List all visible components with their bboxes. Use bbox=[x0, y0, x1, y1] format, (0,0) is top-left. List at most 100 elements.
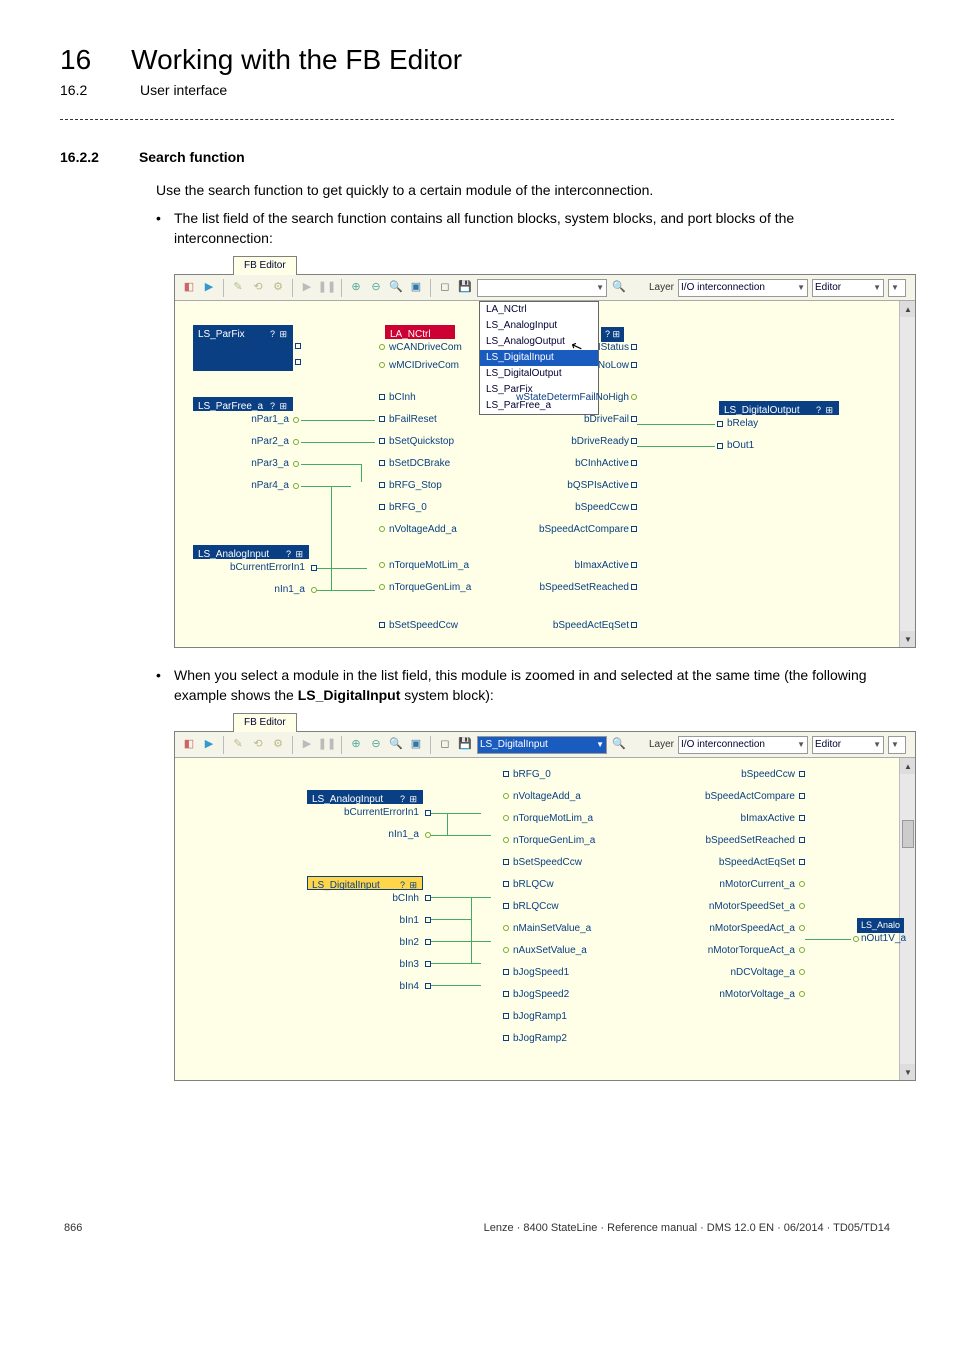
port-out[interactable] bbox=[631, 482, 637, 488]
port-out[interactable] bbox=[293, 417, 299, 423]
editor-combo[interactable]: Editor ▼ bbox=[812, 736, 884, 754]
port-out[interactable] bbox=[799, 881, 805, 887]
port-out[interactable] bbox=[631, 344, 637, 350]
block-header-icons[interactable]: ? ⊞ bbox=[816, 404, 834, 417]
port-in[interactable] bbox=[503, 1013, 509, 1019]
port-in[interactable] bbox=[379, 362, 385, 368]
find-icon[interactable]: 🔍 bbox=[611, 737, 627, 753]
editor-combo[interactable]: Editor ▼ bbox=[812, 279, 884, 297]
port-out[interactable] bbox=[631, 438, 637, 444]
extra-combo[interactable]: ▼ bbox=[888, 279, 906, 297]
port-in[interactable] bbox=[379, 504, 385, 510]
port-in[interactable] bbox=[717, 421, 723, 427]
block-header-icons[interactable]: ? ⊞ bbox=[286, 548, 304, 561]
port-in[interactable] bbox=[503, 925, 509, 931]
port-out[interactable] bbox=[293, 483, 299, 489]
port-out[interactable] bbox=[799, 793, 805, 799]
zoom-fit-icon[interactable]: 🔍 bbox=[388, 280, 404, 296]
port-in[interactable] bbox=[503, 969, 509, 975]
layer-combo[interactable]: I/O interconnection ▼ bbox=[678, 279, 808, 297]
zoom-out-icon[interactable]: ⊖ bbox=[368, 737, 384, 753]
block-ls-analo[interactable]: LS_Analo bbox=[857, 918, 904, 933]
port-out[interactable] bbox=[425, 983, 431, 989]
new-icon[interactable]: ◻ bbox=[437, 737, 453, 753]
port-out[interactable] bbox=[799, 925, 805, 931]
play-icon[interactable]: ▶ bbox=[299, 280, 315, 296]
block-header-icons[interactable]: ? ⊞ bbox=[400, 879, 418, 892]
nav-back-icon[interactable]: ◧ bbox=[181, 737, 197, 753]
tool-icon[interactable]: ⟲ bbox=[250, 280, 266, 296]
port-out[interactable] bbox=[799, 815, 805, 821]
tool-icon[interactable]: ⟲ bbox=[250, 737, 266, 753]
port-in[interactable] bbox=[503, 859, 509, 865]
port-out[interactable] bbox=[631, 504, 637, 510]
block-header-icons[interactable]: ? ⊞ bbox=[270, 328, 288, 341]
block-header-icons[interactable]: ? ⊞ bbox=[400, 793, 418, 806]
port-out[interactable] bbox=[631, 394, 637, 400]
find-icon[interactable]: 🔍 bbox=[611, 280, 627, 296]
port-out[interactable] bbox=[799, 903, 805, 909]
port-in[interactable] bbox=[379, 416, 385, 422]
port-out[interactable] bbox=[631, 562, 637, 568]
port-in[interactable] bbox=[503, 837, 509, 843]
layer-combo[interactable]: I/O interconnection ▼ bbox=[678, 736, 808, 754]
port-out[interactable] bbox=[425, 895, 431, 901]
port-in[interactable] bbox=[853, 936, 859, 942]
block-ls-analoginput[interactable]: LS_AnalogInput ? ⊞ bbox=[193, 545, 309, 559]
extra-combo[interactable]: ▼ bbox=[888, 736, 906, 754]
port-in[interactable] bbox=[379, 438, 385, 444]
port-in[interactable] bbox=[503, 947, 509, 953]
block-ls-parfree[interactable]: LS_ParFree_a ? ⊞ bbox=[193, 397, 293, 411]
port-out[interactable] bbox=[799, 771, 805, 777]
nav-fwd-icon[interactable]: ▶ bbox=[201, 737, 217, 753]
port-in[interactable] bbox=[503, 1035, 509, 1041]
zoom-out-icon[interactable]: ⊖ bbox=[368, 280, 384, 296]
port-out[interactable] bbox=[631, 584, 637, 590]
port-out[interactable] bbox=[425, 917, 431, 923]
block-ls-analoginput[interactable]: LS_AnalogInput ? ⊞ bbox=[307, 790, 423, 804]
list-item[interactable]: LA_NCtrl bbox=[480, 302, 598, 318]
port-in[interactable] bbox=[379, 394, 385, 400]
port-out[interactable] bbox=[295, 343, 301, 349]
scroll-down-icon[interactable]: ▼ bbox=[900, 1064, 915, 1080]
fb-editor-tab[interactable]: FB Editor bbox=[233, 256, 297, 275]
play-icon[interactable]: ▶ bbox=[299, 737, 315, 753]
scroll-up-icon[interactable]: ▲ bbox=[900, 301, 915, 317]
nav-back-icon[interactable]: ◧ bbox=[181, 280, 197, 296]
port-in[interactable] bbox=[379, 344, 385, 350]
pause-icon[interactable]: ❚❚ bbox=[319, 737, 335, 753]
port-in[interactable] bbox=[503, 815, 509, 821]
nav-fwd-icon[interactable]: ▶ bbox=[201, 280, 217, 296]
block-header-icons[interactable]: ? ⊞ bbox=[270, 400, 288, 413]
port-out[interactable] bbox=[631, 526, 637, 532]
block-la-nctrl[interactable]: LA_NCtrl bbox=[385, 325, 455, 339]
port-out[interactable] bbox=[799, 969, 805, 975]
tool-icon[interactable]: ✎ bbox=[230, 737, 246, 753]
save-icon[interactable]: 💾 bbox=[457, 280, 473, 296]
port-out[interactable] bbox=[293, 439, 299, 445]
block-ls-digitaloutput[interactable]: LS_DigitalOutput ? ⊞ bbox=[719, 401, 839, 415]
zoom-in-icon[interactable]: ⊕ bbox=[348, 737, 364, 753]
port-in[interactable] bbox=[503, 991, 509, 997]
zoom-fit-icon[interactable]: 🔍 bbox=[388, 737, 404, 753]
scrollbar-vertical[interactable]: ▲ ▼ bbox=[899, 301, 915, 647]
block-ls-digitalinput-selected[interactable]: LS_DigitalInput ? ⊞ bbox=[307, 876, 423, 890]
port-in[interactable] bbox=[503, 771, 509, 777]
port-out[interactable] bbox=[293, 461, 299, 467]
zoom-in-icon[interactable]: ⊕ bbox=[348, 280, 364, 296]
port-out[interactable] bbox=[425, 939, 431, 945]
port-in[interactable] bbox=[503, 793, 509, 799]
list-item[interactable]: LS_AnalogInput bbox=[480, 318, 598, 334]
tool-icon[interactable]: ✎ bbox=[230, 280, 246, 296]
port-out[interactable] bbox=[799, 859, 805, 865]
port-in[interactable] bbox=[717, 443, 723, 449]
port-out[interactable] bbox=[631, 622, 637, 628]
port-in[interactable] bbox=[379, 460, 385, 466]
fullscreen-icon[interactable]: ▣ bbox=[408, 280, 424, 296]
port-block[interactable]: ? ⊞ bbox=[601, 327, 624, 342]
block-ls-parfix[interactable]: LS_ParFix ? ⊞ bTrue wDriveCtrl bbox=[193, 325, 293, 371]
port-in[interactable] bbox=[379, 584, 385, 590]
port-in[interactable] bbox=[379, 562, 385, 568]
fb-canvas[interactable]: ▲ ▼ LA_NCtrl LS_AnalogInput LS_AnalogOut… bbox=[175, 301, 915, 647]
fb-canvas[interactable]: ▲ ▼ LS_AnalogInput ? ⊞ bCurrentErrorIn1 … bbox=[175, 758, 915, 1080]
